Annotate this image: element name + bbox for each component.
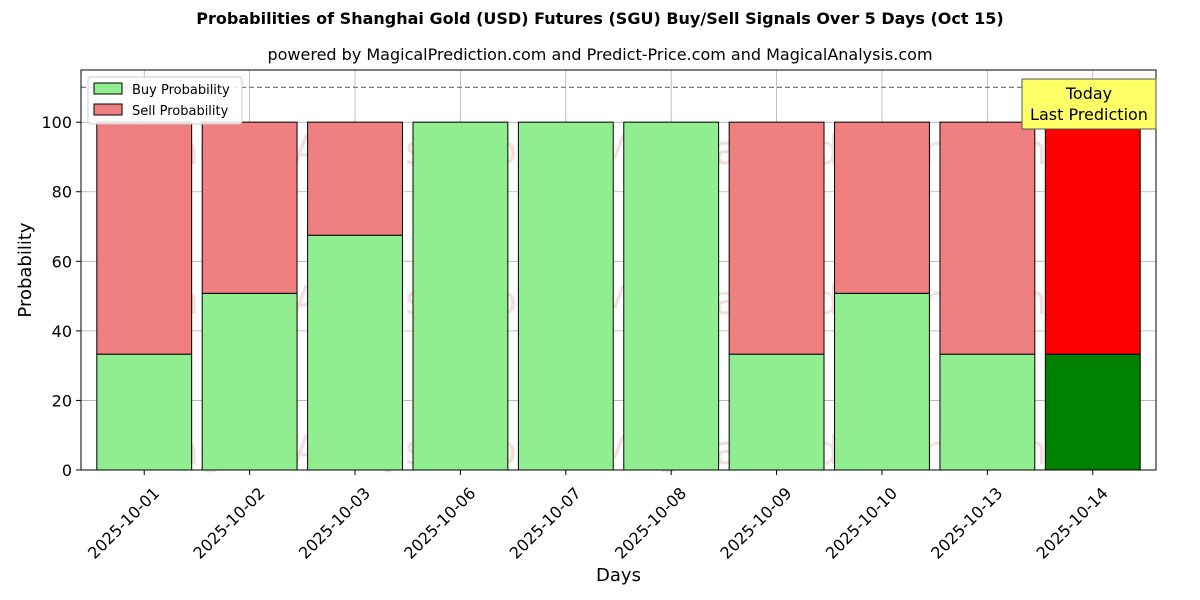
y-axis-label: Probability [15, 222, 36, 317]
buy-bar [1044, 353, 1141, 471]
y-tick-label: 80 [52, 183, 72, 202]
legend-swatch [93, 82, 123, 95]
y-tick-label: 0 [62, 461, 72, 480]
sell-bar [201, 121, 298, 294]
buy-bar [412, 121, 509, 471]
chart-title: Probabilities of Shanghai Gold (USD) Fut… [196, 9, 1004, 28]
buy-bar [201, 292, 298, 471]
legend: Buy Probability Sell Probability [87, 76, 243, 125]
buy-bar [728, 353, 825, 471]
x-tick-label: 2025-10-09 [716, 484, 795, 563]
y-tick-label: 60 [52, 252, 72, 271]
legend-label: Buy Probability [132, 83, 230, 98]
chart-subtitle: powered by MagicalPrediction.com and Pre… [267, 45, 933, 64]
x-tick-label: 2025-10-08 [611, 484, 690, 563]
today-annotation: Today Last Prediction [1021, 78, 1157, 130]
legend-swatch [93, 103, 123, 116]
y-tick-label: 20 [52, 391, 72, 410]
x-tick-label: 2025-10-06 [400, 484, 479, 563]
x-tick-label: 2025-10-13 [927, 484, 1006, 563]
bar-layer [96, 121, 1141, 471]
plot-frame [80, 69, 1157, 471]
x-tick-label: 2025-10-03 [295, 484, 374, 563]
sell-bar [728, 121, 825, 355]
sell-bar [1044, 121, 1141, 355]
legend-frame [87, 76, 243, 125]
buy-bar [623, 121, 720, 471]
y-tick-label: 40 [52, 322, 72, 341]
annotation-text: Today [1065, 84, 1112, 103]
y-tick-label: 100 [41, 113, 72, 132]
x-tick-label: 2025-10-01 [84, 484, 163, 563]
x-tick-label: 2025-10-14 [1033, 484, 1112, 563]
annotation-text: Last Prediction [1030, 105, 1148, 124]
x-tick-label: 2025-10-07 [506, 484, 585, 563]
sell-bar [834, 121, 930, 294]
buy-bar [307, 234, 403, 471]
buy-bar [939, 353, 1036, 471]
x-tick-label: 2025-10-10 [822, 484, 901, 563]
buy-bar [517, 121, 614, 471]
buy-bar [834, 292, 930, 471]
sell-bar [939, 121, 1036, 355]
buy-bar [96, 353, 193, 471]
annotation-box [1021, 78, 1157, 130]
x-tick-label: 2025-10-02 [189, 484, 268, 563]
x-axis-label: Days [596, 565, 641, 586]
sell-bar [307, 121, 403, 236]
legend-label: Sell Probability [132, 104, 229, 119]
sell-bar [96, 121, 193, 355]
